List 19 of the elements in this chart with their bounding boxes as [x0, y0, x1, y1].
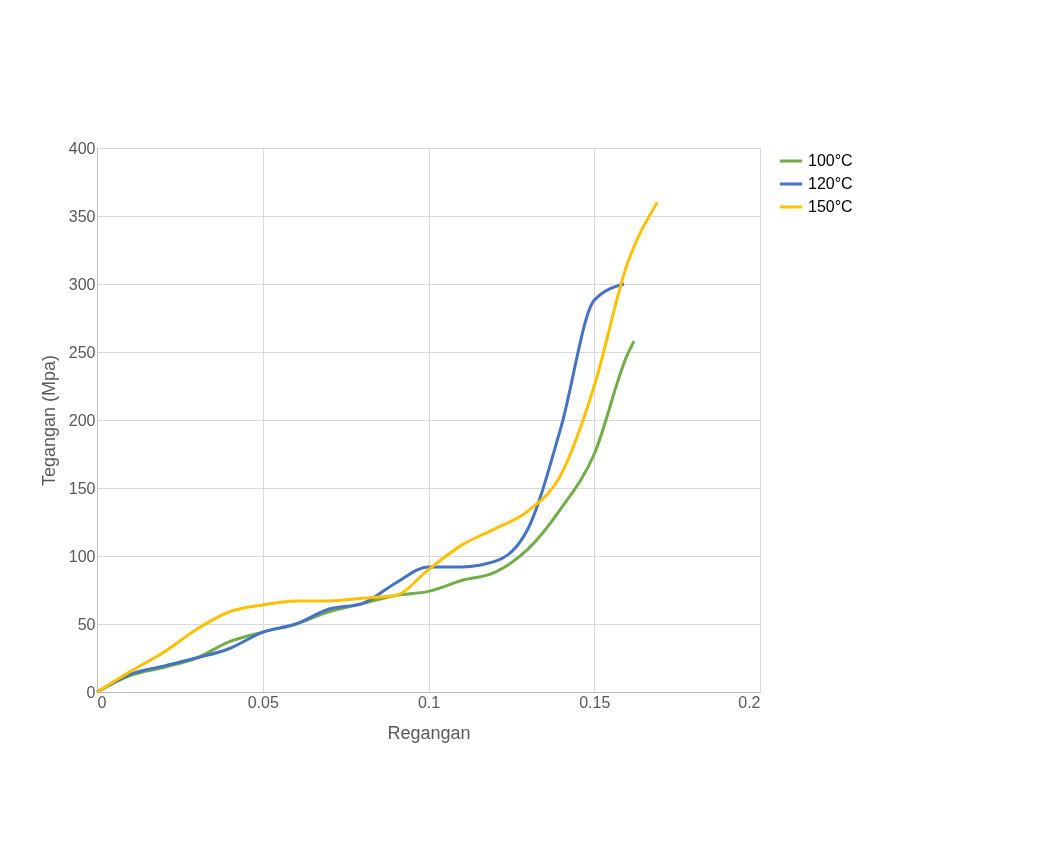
- x-axis-title: Regangan: [387, 722, 471, 743]
- legend-label: 100°C: [808, 152, 853, 169]
- x-tick-label: 0: [97, 693, 107, 711]
- y-tick-label: 200: [68, 411, 96, 429]
- x-tick-label: 0.2: [738, 693, 761, 711]
- y-tick-label: 300: [68, 275, 96, 293]
- y-axis-title: Tegangan (Mpa): [38, 354, 59, 487]
- x-tick-label: 0.1: [417, 693, 441, 711]
- x-tick-label: 0.15: [579, 693, 611, 711]
- y-tick-label: 350: [68, 207, 96, 225]
- y-tick-label: 150: [68, 479, 96, 497]
- x-tick-label: 0.05: [247, 693, 279, 711]
- y-tick-label: 250: [68, 343, 96, 361]
- legend-label: 150°C: [808, 198, 853, 215]
- legend-label: 120°C: [808, 175, 853, 192]
- line-series: [95, 200, 659, 694]
- y-tick-label: 100: [68, 547, 96, 565]
- y-tick-label: 50: [77, 615, 96, 633]
- y-tick-label: 400: [68, 139, 96, 157]
